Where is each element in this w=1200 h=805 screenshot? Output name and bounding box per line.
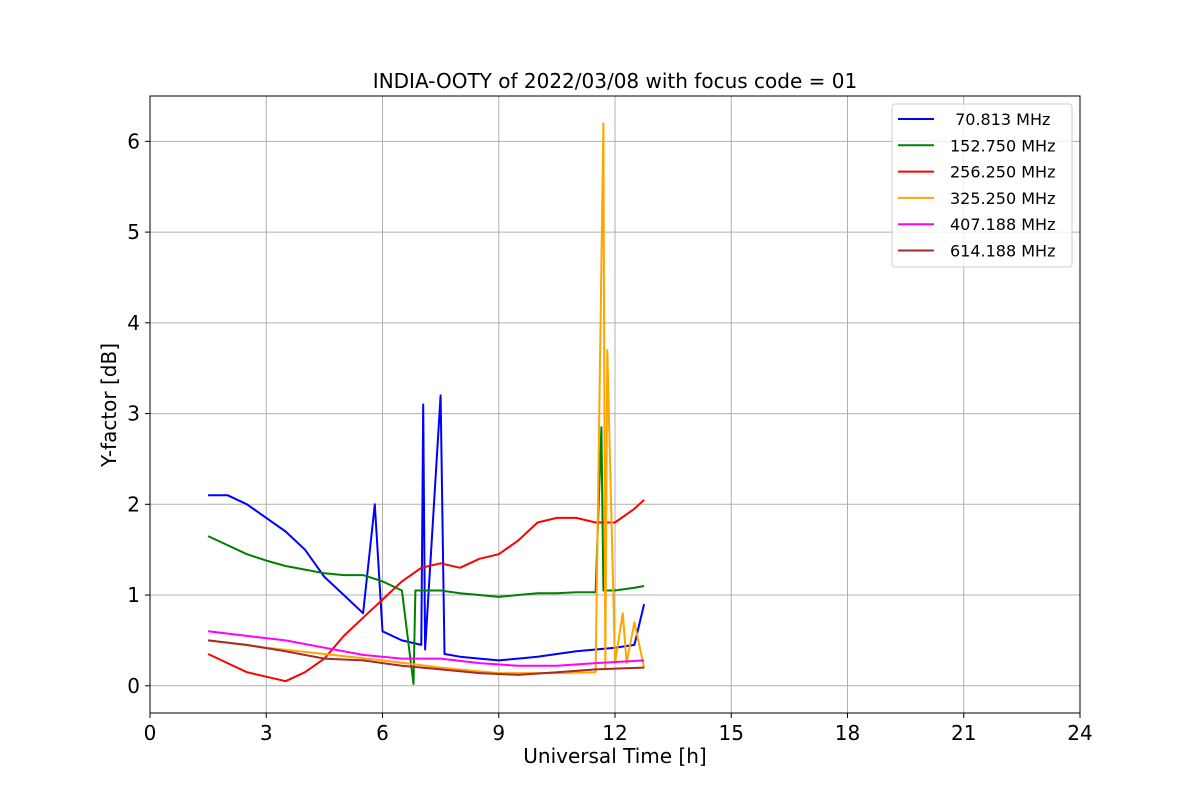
- x-tick-label: 15: [719, 721, 744, 745]
- x-tick-label: 12: [602, 721, 627, 745]
- y-tick-label: 2: [127, 492, 140, 516]
- legend-label: 614.188 MHz: [950, 242, 1055, 261]
- y-tick-label: 3: [127, 402, 140, 426]
- legend-box: [891, 103, 1073, 268]
- series-lines: [207, 122, 646, 685]
- x-axis-label: Universal Time [h]: [523, 744, 706, 768]
- series-line-5: [207, 630, 645, 667]
- y-axis-ticks: 0 1 2 3 4 5 6: [127, 129, 150, 698]
- x-tick-label: 24: [1067, 721, 1092, 745]
- series-line-3: [207, 499, 645, 683]
- y-tick-label: 1: [127, 583, 140, 607]
- x-tick-label: 18: [835, 721, 860, 745]
- legend-label: 325.250 MHz: [950, 189, 1055, 208]
- chart-title: INDIA-OOTY of 2022/03/08 with focus code…: [373, 69, 857, 93]
- legend-label: 256.250 MHz: [950, 163, 1055, 182]
- y-tick-label: 5: [127, 220, 140, 244]
- y-axis-label: Y-factor [dB]: [97, 343, 121, 468]
- y-tick-label: 6: [127, 129, 140, 153]
- legend-items: 70.813 MHz 152.750 MHz 256.250 MHz 325.250 …: [898, 110, 1055, 261]
- legend: 70.813 MHz 152.750 MHz 256.250 MHz 325.250 …: [891, 103, 1073, 268]
- legend-label: 70.813 MHz: [950, 110, 1050, 129]
- x-tick-label: 6: [376, 721, 389, 745]
- x-tick-label: 0: [144, 721, 157, 745]
- x-tick-label: 9: [492, 721, 505, 745]
- series-line-1: [208, 394, 646, 662]
- series-line-6: [207, 639, 645, 676]
- x-tick-label: 3: [260, 721, 273, 745]
- legend-label: 407.188 MHz: [950, 215, 1055, 234]
- y-tick-label: 0: [127, 674, 140, 698]
- legend-label: 152.750 MHz: [950, 136, 1055, 155]
- x-axis-ticks: 0 3 6 9 12 15 18 21 24: [144, 713, 1093, 745]
- y-tick-label: 4: [127, 311, 140, 335]
- series-line-4: [207, 122, 646, 675]
- x-tick-label: 21: [951, 721, 976, 745]
